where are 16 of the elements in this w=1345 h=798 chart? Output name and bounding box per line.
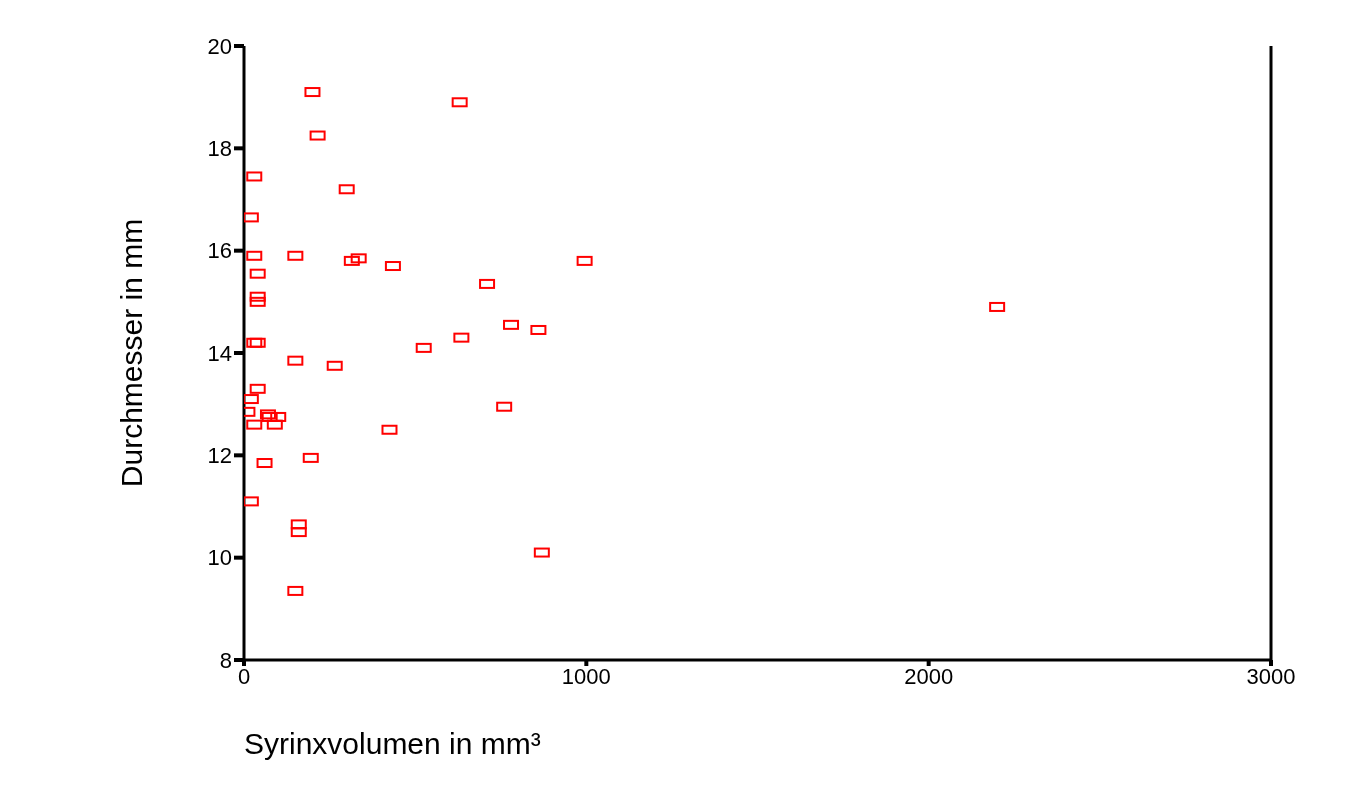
y-tick-label: 16 (207, 238, 232, 264)
y-tick-label: 20 (207, 33, 232, 59)
x-tick-label: 0 (237, 663, 251, 689)
y-tick-label: 8 (219, 647, 232, 673)
point (244, 394, 259, 405)
x-tick-label: 2000 (904, 663, 954, 689)
y-tick-label: 10 (207, 545, 232, 571)
x-axis-title: Syrinxvolumen in mm³ (244, 727, 541, 761)
y-tick-label: 14 (207, 340, 232, 366)
y-tick-label: 18 (207, 136, 232, 162)
point (244, 496, 259, 507)
y-tick-label: 12 (207, 443, 232, 469)
y-axis-title: Durchmesser in mm (115, 218, 149, 488)
x-tick-label: 1000 (561, 663, 611, 689)
x-tick-label: 3000 (1246, 663, 1296, 689)
point (244, 212, 259, 223)
